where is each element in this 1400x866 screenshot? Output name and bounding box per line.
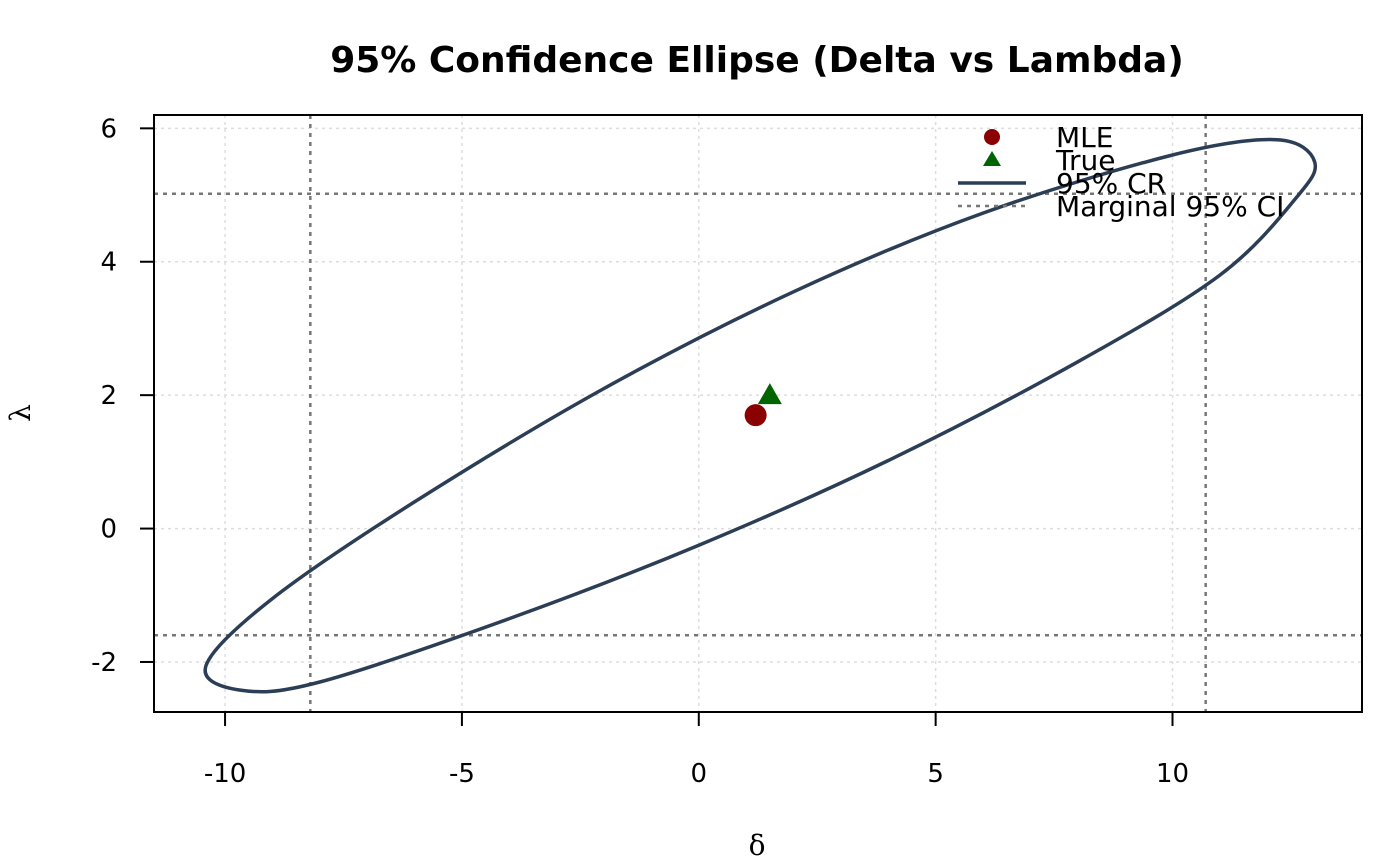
chart-title: 95% Confidence Ellipse (Delta vs Lambda) bbox=[330, 40, 1184, 81]
x-tick-label: 0 bbox=[691, 759, 708, 789]
mle-point-marker bbox=[744, 404, 767, 427]
legend-label: 95% CR bbox=[1056, 167, 1166, 200]
gridlines bbox=[154, 115, 1362, 712]
y-tick-label: -2 bbox=[91, 648, 117, 678]
x-axis: -10 -5 0 5 10 bbox=[204, 711, 1189, 789]
legend-true-icon bbox=[983, 151, 1001, 166]
y-tick-label: 0 bbox=[100, 515, 117, 545]
legend-label: True bbox=[1055, 144, 1115, 177]
y-tick-label: 6 bbox=[100, 114, 117, 144]
legend-label: Marginal 95% CI bbox=[1056, 190, 1284, 223]
y-tick-label: 2 bbox=[100, 381, 117, 411]
x-axis-label: δ bbox=[749, 829, 766, 862]
true-point-marker bbox=[757, 383, 782, 405]
y-axis: -2 0 2 4 6 bbox=[91, 114, 155, 678]
y-tick-label: 4 bbox=[100, 248, 117, 278]
points-layer bbox=[744, 383, 782, 427]
legend-mle-icon bbox=[984, 129, 1000, 145]
x-tick-label: 10 bbox=[1156, 759, 1189, 789]
legend-label: MLE bbox=[1056, 121, 1113, 154]
marginal-ci-lines bbox=[154, 115, 1362, 712]
x-tick-label: 5 bbox=[927, 759, 944, 789]
x-tick-label: -5 bbox=[449, 759, 475, 789]
ellipse-layer bbox=[203, 137, 1318, 694]
confidence-ellipse bbox=[203, 137, 1318, 694]
x-tick-label: -10 bbox=[204, 759, 246, 789]
y-axis-label: λ bbox=[4, 404, 37, 422]
